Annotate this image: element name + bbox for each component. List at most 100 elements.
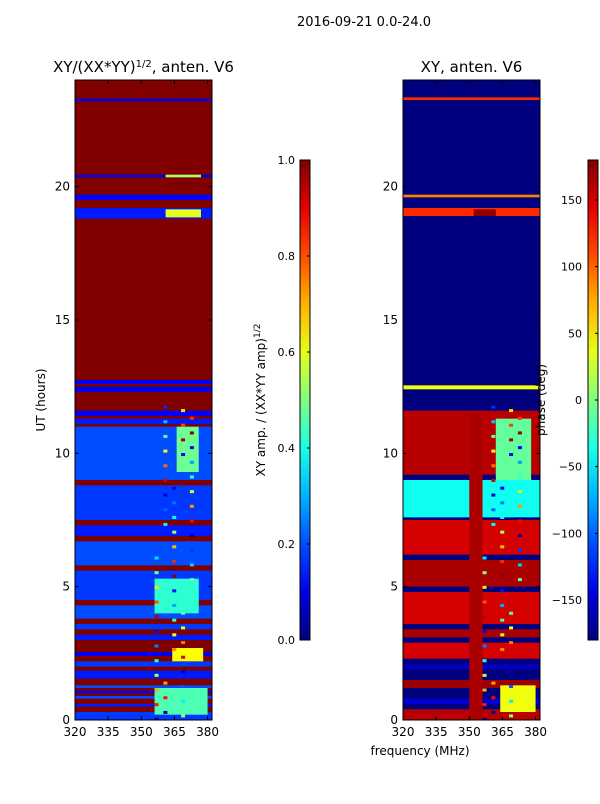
colorbar-label: XY amp. / (XX*YY amp)1/2: [253, 324, 268, 477]
heatmap-cell: [154, 688, 159, 692]
y-tick-label: 10: [383, 446, 398, 460]
heatmap-cell: [172, 501, 177, 505]
heatmap-cell: [163, 420, 168, 424]
heatmap-area: [75, 80, 212, 720]
heatmap-band: [75, 386, 212, 392]
heatmap-cell: [482, 600, 487, 604]
heatmap-cell: [509, 699, 514, 703]
heatmap-cell: [189, 534, 194, 538]
colorbar-tick-label: 100: [561, 261, 582, 274]
heatmap-cell: [154, 571, 159, 575]
heatmap-region: [154, 578, 199, 614]
panel-2: 320 335 350 365 380 0 5 10 15 20 XY, anten. V6 freq…: [370, 58, 599, 758]
heatmap-cell: [154, 629, 159, 633]
heatmap-cell: [491, 508, 496, 512]
heatmap-band: [75, 418, 212, 424]
panel-title: XY/(XX*YY)1/2, anten. V6: [53, 58, 234, 76]
heatmap-cell: [491, 681, 496, 685]
heatmap-cell: [189, 504, 194, 508]
heatmap-band: [75, 174, 212, 178]
heatmap-band: [75, 704, 212, 707]
heatmap-cell: [509, 714, 514, 718]
heatmap-cell: [517, 416, 522, 420]
heatmap-cell: [189, 416, 194, 420]
heatmap-cell: [509, 655, 514, 659]
heatmap-cell: [189, 490, 194, 494]
heatmap-cell: [517, 490, 522, 494]
heatmap-cell: [163, 508, 168, 512]
heatmap-cell: [517, 504, 522, 508]
heatmap-cell: [189, 519, 194, 523]
x-tick-label: 365: [491, 725, 514, 739]
colorbar-tick-label: 1.0: [278, 154, 296, 167]
x-tick-label: 350: [130, 725, 153, 739]
heatmap-band: [75, 485, 212, 520]
heatmap-cell: [181, 655, 186, 659]
heatmap-band: [75, 541, 212, 566]
heatmap-cell: [181, 670, 186, 674]
colorbar-tick-label: 0: [575, 394, 582, 407]
y-tick-label: 5: [390, 580, 398, 594]
colorbar-tick-label: 0.6: [278, 346, 296, 359]
heatmap-cell: [181, 438, 186, 442]
heatmap-cell: [491, 478, 496, 482]
heatmap-cell: [517, 431, 522, 435]
heatmap-band: [403, 194, 540, 198]
heatmap-cell: [482, 585, 487, 589]
heatmap-cell: [163, 710, 168, 714]
heatmap-area: [403, 80, 540, 720]
heatmap-cell: [189, 431, 194, 435]
heatmap-cell: [500, 501, 505, 505]
heatmap-band: [75, 712, 212, 720]
heatmap-cell: [491, 449, 496, 453]
heatmap-cell: [181, 453, 186, 457]
heatmap-cell: [509, 453, 514, 457]
colorbar-tick-label: 0.4: [278, 442, 296, 455]
heatmap-cell: [500, 560, 505, 563]
y-tick-label: 15: [55, 313, 70, 327]
heatmap-cell: [189, 475, 194, 479]
heatmap-cell: [482, 571, 487, 575]
heatmap-cell: [181, 423, 186, 427]
x-tick-label: 350: [458, 725, 481, 739]
heatmap-cell: [154, 644, 159, 648]
heatmap-cell: [181, 641, 186, 645]
colorbar-label: phase (deg): [534, 364, 548, 436]
heatmap-cell: [154, 673, 159, 677]
heatmap-band: [75, 380, 212, 384]
heatmap-cell: [181, 714, 186, 718]
x-tick-label: 320: [392, 725, 415, 739]
x-axis-label: frequency (MHz): [370, 744, 469, 758]
heatmap-cell: [172, 560, 177, 563]
heatmap-cell: [517, 475, 522, 479]
heatmap-cell: [189, 446, 194, 450]
heatmap-cell: [163, 696, 168, 700]
heatmap-cell: [500, 530, 505, 534]
heatmap-cell: [491, 464, 496, 468]
heatmap-cell: [154, 615, 159, 619]
panel-title: XY, anten. V6: [421, 58, 523, 76]
plot-frame: [74, 79, 213, 721]
heatmap-cell: [482, 688, 487, 692]
heatmap-cell: [181, 699, 186, 703]
heatmap-cell: [172, 648, 177, 651]
x-tick-label: 335: [425, 725, 448, 739]
x-tick-label: 365: [163, 725, 186, 739]
colorbar-tick-label: 50: [568, 327, 582, 340]
heatmap-cell: [181, 409, 186, 413]
y-tick-label: 20: [383, 180, 398, 194]
heatmap-cell: [189, 460, 194, 464]
heatmap-cell: [172, 589, 177, 593]
heatmap-cell: [500, 486, 505, 490]
heatmap-cell: [172, 574, 177, 578]
heatmap-band: [75, 194, 212, 200]
heatmap-cell: [491, 405, 496, 409]
heatmap-cell: [500, 545, 505, 549]
heatmap-cell: [163, 493, 168, 497]
heatmap-cell: [509, 626, 514, 630]
heatmap-cell: [163, 405, 168, 409]
heatmap-cell: [509, 423, 514, 427]
heatmap-region: [469, 413, 483, 720]
x-tick-label: 320: [64, 725, 87, 739]
